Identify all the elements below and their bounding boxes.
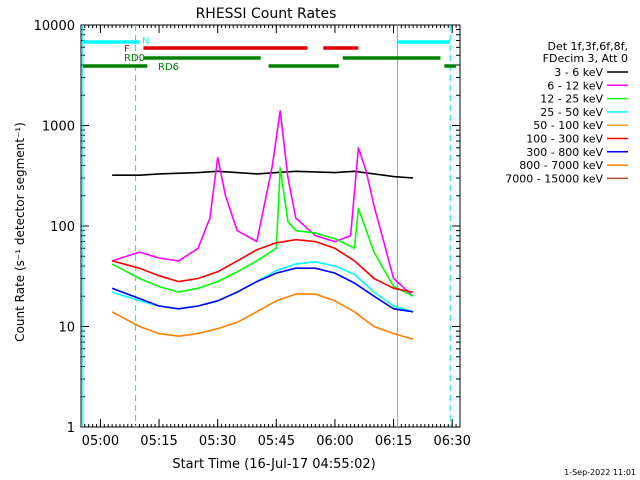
series-lines [111,110,414,340]
flag-label: N [142,36,149,47]
x-axis-label: Start Time (16-Jul-17 04:55:02) [172,457,375,472]
legend-header: Det 1f,3f,6f,8f, [547,40,628,53]
flag-label: RD0 [124,53,145,64]
y-axis: 1 10 100 1000 10000 [34,19,460,436]
plot-frame [80,24,461,428]
legend-entry-label: 7000 - 15000 keV [505,172,603,185]
legend-header: FDecim 3, Att 0 [543,52,628,65]
legend-entry-label: 50 - 100 keV [533,119,603,132]
legend-entry-label: 3 - 6 keV [554,66,603,79]
x-axis: 05:00 05:15 05:30 05:45 06:00 06:15 06:30 [82,25,471,449]
legend: Det 1f,3f,6f,8f,FDecim 3, Att 03 - 6 keV… [505,40,628,185]
series-line [111,293,414,340]
y-tick-label: 1000 [42,120,75,135]
y-tick-label: 100 [50,220,75,235]
series-line [111,260,414,313]
y-tick-label: 10 [58,321,75,336]
series-line [111,267,414,313]
series-line [111,110,414,297]
y-tick-label: 10000 [34,19,75,34]
x-tick-label: 06:30 [433,434,470,449]
x-tick-label: 06:15 [375,434,412,449]
x-tick-label: 05:30 [199,434,236,449]
legend-entry-label: 100 - 300 keV [526,133,603,146]
x-tick-label: 05:45 [258,434,295,449]
legend-entry-label: 6 - 12 keV [547,79,603,92]
x-tick-label: 05:00 [82,434,119,449]
series-line [111,238,414,293]
y-axis-label: Count Rate (s⁻¹ detector segment⁻¹) [13,122,27,342]
legend-entry-label: 300 - 800 keV [526,146,603,159]
chart-title: RHESSI Count Rates [196,6,337,22]
legend-entry-label: 12 - 25 keV [540,93,603,106]
x-tick-label: 05:15 [140,434,177,449]
footer-timestamp: 1-Sep-2022 11:01 [564,468,636,477]
flag-label: RD6 [158,62,179,73]
series-line [112,170,414,179]
y-tick-label: 1 [67,421,75,436]
series-line [111,166,414,297]
x-tick-label: 06:00 [316,434,353,449]
legend-entry-label: 25 - 50 keV [540,106,603,119]
vertical-markers [82,25,451,427]
legend-entry-label: 800 - 7000 keV [519,159,603,172]
flag-label: F [124,44,130,55]
